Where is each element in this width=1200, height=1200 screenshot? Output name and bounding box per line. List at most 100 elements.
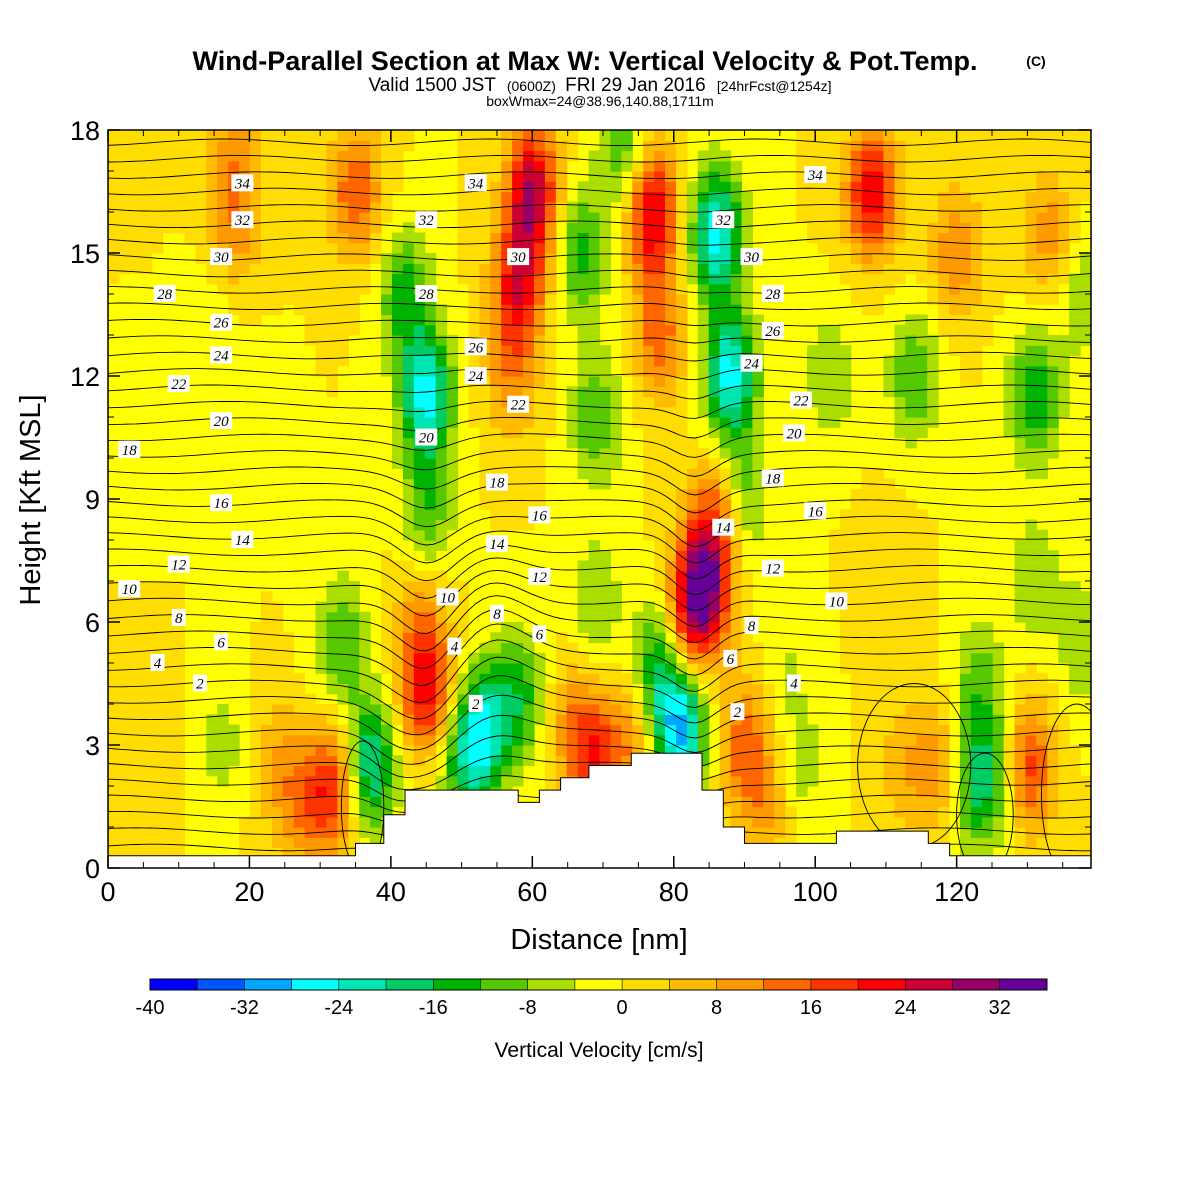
velocity-cell (894, 365, 906, 377)
velocity-cell (1025, 704, 1037, 715)
velocity-cell (632, 417, 644, 428)
velocity-cell (1014, 714, 1027, 726)
velocity-cell (872, 642, 885, 654)
velocity-cell (1047, 591, 1059, 603)
label-box (786, 674, 801, 692)
velocity-cell (1003, 253, 1016, 264)
velocity-cell (512, 488, 524, 500)
velocity-cell (304, 775, 317, 787)
velocity-cell (533, 704, 546, 715)
velocity-cell (905, 591, 917, 603)
velocity-cell (108, 253, 120, 264)
velocity-cell (501, 632, 513, 644)
velocity-cell (643, 704, 655, 715)
velocity-cell (544, 140, 557, 152)
velocity-cell (468, 140, 480, 152)
velocity-cell (370, 150, 382, 162)
velocity-cell (1058, 355, 1070, 367)
velocity-cell (686, 447, 699, 459)
velocity-cell (577, 673, 590, 685)
velocity-cell (501, 355, 513, 367)
colorbar-swatch (999, 979, 1048, 990)
velocity-cell (1003, 417, 1016, 428)
velocity-cell (1036, 365, 1048, 377)
velocity-cell (140, 171, 153, 182)
velocity-cell (326, 212, 338, 223)
velocity-cell (260, 253, 273, 264)
velocity-cell (599, 263, 612, 275)
velocity-cell (271, 663, 284, 674)
velocity-cell (446, 765, 459, 777)
label-text: 34 (807, 168, 824, 184)
velocity-cell (697, 345, 710, 357)
velocity-cell (402, 478, 415, 490)
velocity-cell (446, 673, 459, 685)
velocity-cell (796, 745, 808, 756)
velocity-cell (916, 816, 928, 828)
velocity-cell (1036, 232, 1048, 244)
theta-contour-label: 2 (730, 703, 745, 721)
velocity-cell (665, 683, 677, 695)
velocity-cell (959, 294, 972, 305)
velocity-cell (140, 724, 153, 736)
velocity-cell (271, 212, 284, 223)
velocity-cell (326, 242, 338, 254)
velocity-cell (1036, 591, 1048, 603)
velocity-cell (381, 304, 393, 316)
velocity-cell (555, 693, 568, 705)
velocity-cell (446, 663, 459, 674)
velocity-cell (610, 376, 622, 387)
velocity-cell (741, 478, 754, 490)
velocity-cell (293, 806, 306, 818)
velocity-cell (774, 837, 786, 849)
velocity-cell (337, 611, 349, 623)
velocity-cell (293, 191, 306, 203)
velocity-cell (730, 478, 743, 490)
velocity-cell (599, 437, 612, 449)
velocity-cell (457, 611, 470, 623)
velocity-cell (938, 171, 950, 182)
x-tick-label: 20 (234, 877, 264, 907)
velocity-cell (413, 591, 426, 603)
velocity-cell (304, 140, 317, 152)
label-text: 10 (829, 595, 845, 611)
velocity-cell (730, 683, 743, 695)
velocity-cell (544, 263, 557, 275)
velocity-cell (665, 704, 677, 715)
velocity-cell (959, 663, 972, 674)
velocity-cell (293, 683, 306, 695)
theta-contour-line (108, 154, 1091, 163)
velocity-cell (206, 273, 218, 285)
velocity-cell (741, 283, 754, 295)
velocity-cell (129, 242, 142, 254)
velocity-cell (927, 171, 939, 182)
label-box (712, 518, 735, 536)
velocity-cell (151, 242, 164, 254)
velocity-cell (752, 437, 764, 449)
theta-contour-line (108, 204, 1091, 213)
velocity-cell (326, 201, 338, 213)
velocity-cell (883, 365, 895, 377)
velocity-cell (665, 519, 677, 531)
velocity-cell (927, 376, 939, 387)
velocity-cell (959, 212, 972, 223)
velocity-cell (228, 191, 240, 203)
colorbar-tick-label: -40 (136, 997, 165, 1019)
velocity-cell (752, 745, 764, 756)
velocity-cell (391, 570, 404, 582)
velocity-cell (435, 611, 448, 623)
velocity-cell (730, 324, 743, 336)
label-text: 6 (217, 636, 225, 652)
velocity-cell (359, 150, 371, 162)
velocity-cell (566, 417, 579, 428)
velocity-cell (599, 755, 612, 767)
velocity-cell (424, 734, 437, 746)
velocity-cell (654, 714, 666, 726)
velocity-cell (599, 406, 612, 418)
velocity-cell (413, 242, 426, 254)
velocity-cell (970, 212, 983, 223)
velocity-cell (577, 724, 590, 736)
velocity-cell (828, 171, 841, 182)
velocity-cell (129, 171, 142, 182)
velocity-cell (457, 160, 470, 172)
